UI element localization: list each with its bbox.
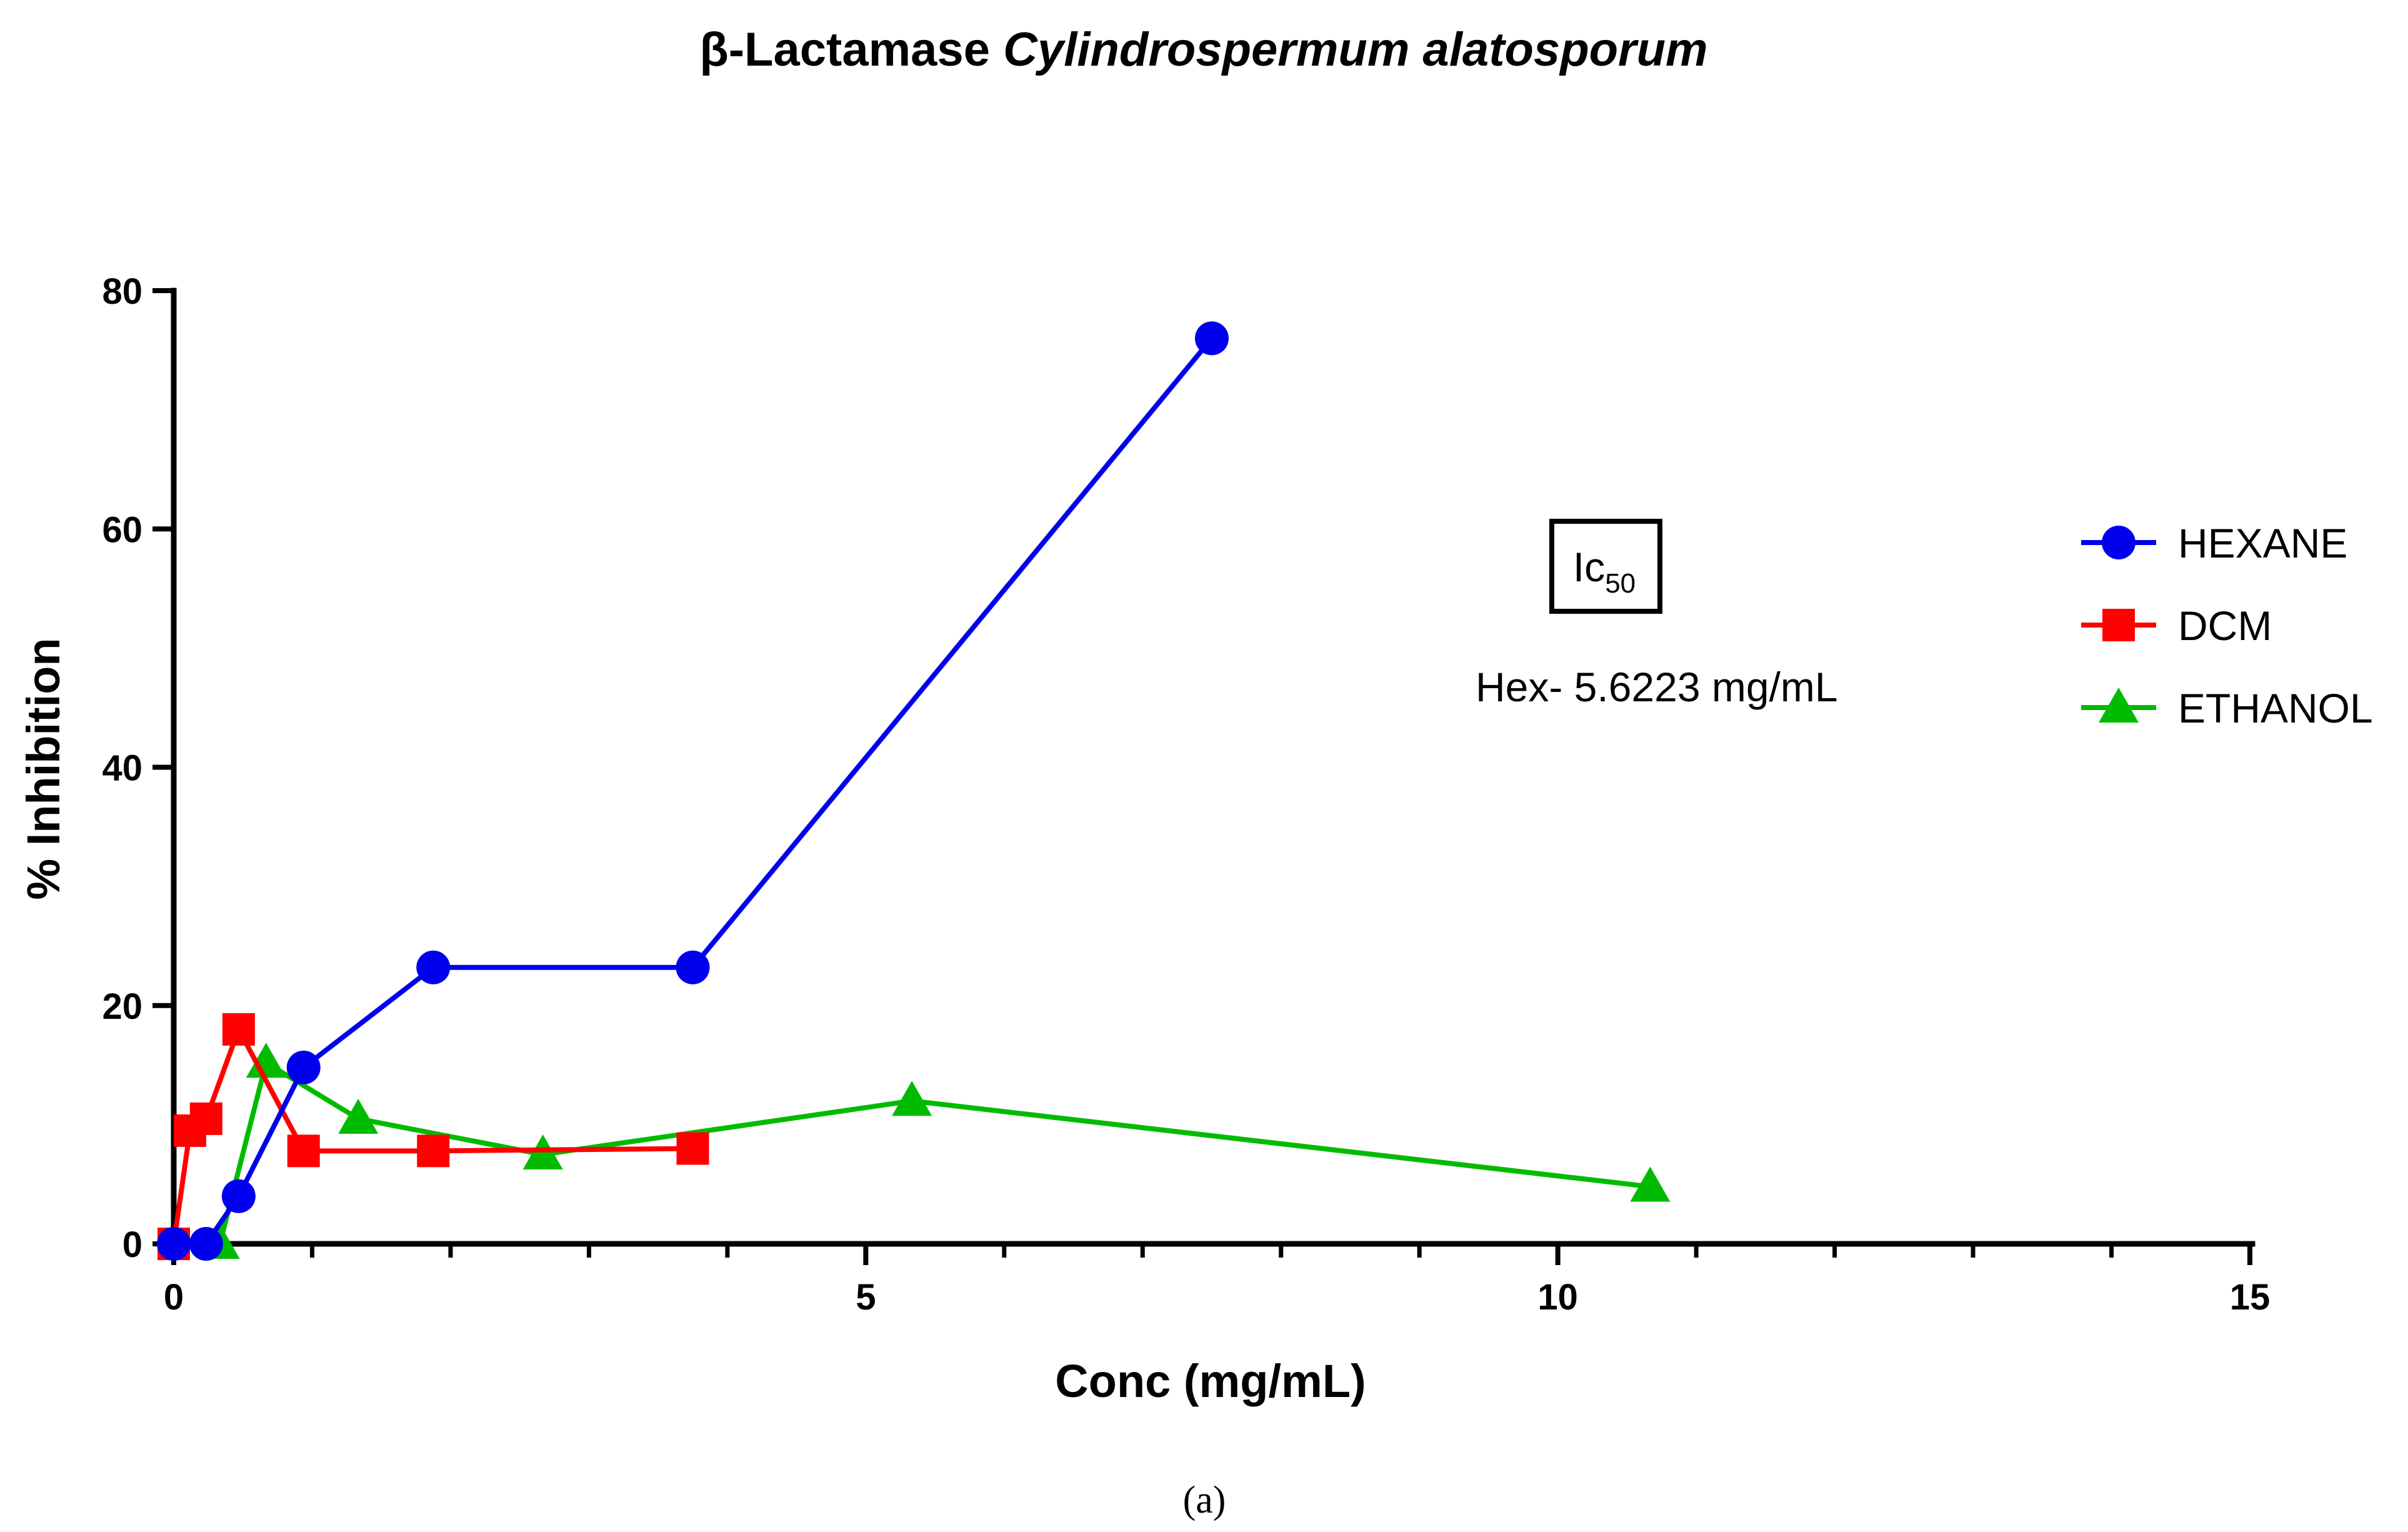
series-layer [157, 321, 1671, 1261]
data-point [338, 1098, 379, 1134]
data-point [416, 950, 451, 984]
legend-label: DCM [2178, 603, 2272, 649]
y-tick-label: 60 [102, 509, 142, 550]
chart-title-italic: Cylindrospermum alatosporum [1003, 23, 1708, 76]
chart-title-prefix: β-Lactamase [699, 23, 1003, 76]
legend-label: HEXANE [2178, 520, 2347, 566]
y-tick-label: 40 [102, 748, 142, 789]
series-line [217, 1060, 1651, 1244]
series-hexane [157, 321, 1229, 1261]
series-ethanol [199, 1043, 1671, 1259]
ic50-box-label: Ic50 [1573, 544, 1636, 599]
x-tick-label: 15 [2230, 1277, 2271, 1318]
legend-entry-ethanol: ETHANOL [2081, 685, 2373, 731]
data-point [157, 1227, 191, 1261]
ic50-box [1549, 519, 1662, 614]
data-point [417, 1134, 450, 1168]
data-point [892, 1081, 932, 1116]
legend-entry-hexane: HEXANE [2081, 520, 2347, 566]
data-point [189, 1227, 223, 1261]
series-dcm [157, 1013, 709, 1260]
data-point [676, 1132, 709, 1165]
x-tick-label: 10 [1537, 1277, 1578, 1318]
data-point [287, 1134, 320, 1168]
data-point [246, 1043, 286, 1078]
ic50-box-sub: 50 [1605, 568, 1636, 599]
legend-entry-dcm: DCM [2081, 603, 2272, 649]
data-point [1630, 1166, 1671, 1202]
legend-marker [2102, 526, 2136, 559]
data-point [221, 1179, 256, 1213]
ic50-annotation: Ic50 Hex- 5.6223 mg/mL [1476, 519, 1838, 710]
data-point [286, 1050, 321, 1084]
data-point [222, 1013, 255, 1046]
figure-caption: (a) [1183, 1479, 1226, 1521]
x-tick-label: 5 [856, 1277, 876, 1318]
data-point [676, 950, 710, 984]
ic50-value-text: Hex- 5.6223 mg/mL [1476, 664, 1838, 710]
chart-title: β-Lactamase Cylindrospermum alatosporum [699, 23, 1707, 76]
data-point [1195, 321, 1229, 356]
legend: HEXANE DCM ETHANOL [2081, 520, 2373, 731]
legend-label: ETHANOL [2178, 685, 2373, 731]
y-axis-label: % Inhibition [17, 638, 69, 899]
x-axis-label: Conc (mg/mL) [1055, 1355, 1366, 1407]
y-tick-label: 0 [122, 1224, 142, 1265]
legend-marker [2099, 688, 2139, 723]
y-tick-label: 20 [102, 986, 142, 1027]
series-line [174, 336, 1214, 1246]
ic50-box-main: Ic [1573, 544, 1605, 590]
data-point [189, 1102, 222, 1135]
legend-marker [2102, 609, 2135, 641]
y-tick-label: 80 [102, 271, 142, 312]
x-tick-label: 0 [164, 1277, 184, 1318]
axes: 0 5 10 15 0 20 40 60 80 [102, 271, 2270, 1318]
